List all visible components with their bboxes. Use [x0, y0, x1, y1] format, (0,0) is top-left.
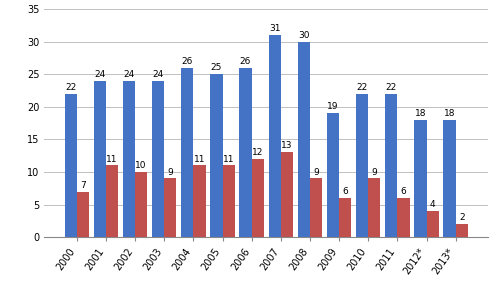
Text: 22: 22 — [356, 83, 368, 92]
Text: 22: 22 — [65, 83, 76, 92]
Text: 9: 9 — [371, 168, 377, 177]
Bar — [222, 165, 235, 237]
Text: 7: 7 — [80, 181, 86, 190]
Bar — [240, 68, 251, 237]
Bar — [368, 178, 381, 237]
Bar — [269, 35, 281, 237]
Bar — [210, 74, 222, 237]
Bar — [426, 211, 439, 237]
Bar — [135, 172, 147, 237]
Bar — [414, 120, 426, 237]
Bar — [339, 198, 352, 237]
Bar — [193, 165, 206, 237]
Bar — [443, 120, 456, 237]
Bar — [94, 81, 106, 237]
Text: 11: 11 — [194, 154, 205, 164]
Bar — [251, 159, 264, 237]
Text: 19: 19 — [327, 102, 339, 111]
Text: 26: 26 — [181, 57, 193, 66]
Text: 18: 18 — [415, 109, 426, 118]
Text: 31: 31 — [269, 24, 281, 33]
Bar — [327, 113, 339, 237]
Text: 4: 4 — [430, 200, 435, 209]
Text: 9: 9 — [168, 168, 173, 177]
Text: 18: 18 — [444, 109, 456, 118]
Bar — [65, 94, 77, 237]
Text: 6: 6 — [401, 187, 406, 196]
Bar — [106, 165, 118, 237]
Text: 12: 12 — [252, 148, 263, 157]
Bar — [123, 81, 135, 237]
Text: 2: 2 — [459, 213, 464, 222]
Bar — [77, 192, 89, 237]
Bar — [281, 152, 293, 237]
Text: 11: 11 — [223, 154, 234, 164]
Bar — [164, 178, 176, 237]
Text: 22: 22 — [386, 83, 397, 92]
Text: 9: 9 — [313, 168, 319, 177]
Text: 11: 11 — [106, 154, 118, 164]
Bar — [310, 178, 322, 237]
Bar — [385, 94, 397, 237]
Text: 6: 6 — [342, 187, 348, 196]
Bar — [356, 94, 368, 237]
Text: 13: 13 — [281, 141, 293, 150]
Text: 26: 26 — [240, 57, 251, 66]
Text: 10: 10 — [136, 161, 147, 170]
Text: 24: 24 — [152, 70, 164, 79]
Bar — [456, 224, 468, 237]
Bar — [298, 42, 310, 237]
Text: 25: 25 — [211, 63, 222, 72]
Bar — [152, 81, 164, 237]
Bar — [397, 198, 410, 237]
Text: 24: 24 — [94, 70, 106, 79]
Text: 30: 30 — [298, 31, 310, 40]
Bar — [181, 68, 193, 237]
Text: 24: 24 — [123, 70, 135, 79]
